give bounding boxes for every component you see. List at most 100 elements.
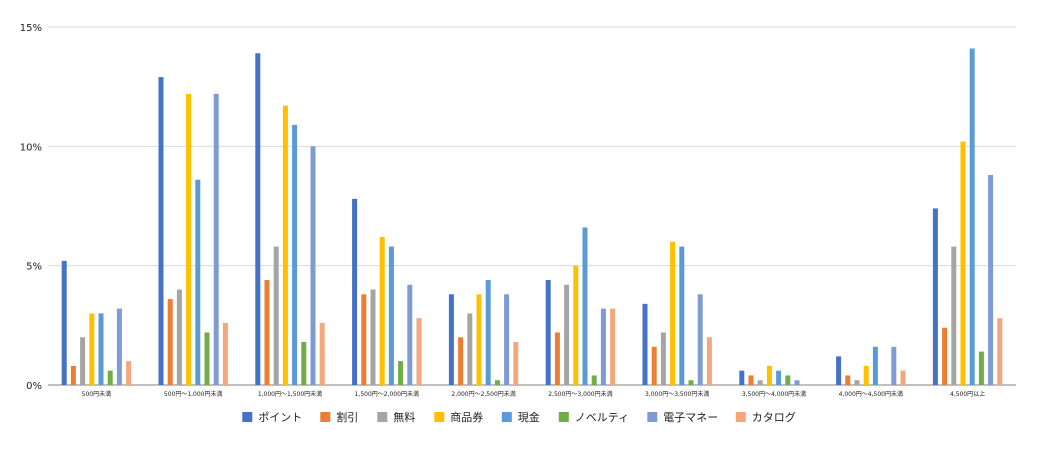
y-tick-label: 5%	[26, 262, 42, 273]
bar	[310, 146, 316, 385]
bar	[951, 246, 957, 385]
x-tick-label: 3,000円～3,500円未満	[645, 390, 709, 398]
legend-swatch	[377, 412, 388, 422]
bar	[794, 380, 800, 385]
bar	[900, 370, 906, 385]
x-tick-label: 1,500円～2,000円未満	[355, 390, 419, 398]
bar	[863, 365, 869, 385]
bar	[398, 361, 404, 385]
bar	[126, 361, 132, 385]
bar	[388, 246, 394, 385]
bar	[679, 246, 685, 385]
bar	[836, 356, 842, 385]
bar	[476, 294, 482, 385]
bar	[785, 375, 791, 385]
bar	[670, 241, 676, 385]
bar	[978, 351, 984, 385]
bar	[854, 380, 860, 385]
bar	[748, 375, 754, 385]
bar	[997, 318, 1003, 385]
legend-swatch	[558, 412, 569, 422]
bar	[416, 318, 422, 385]
bar	[545, 279, 551, 385]
bar	[116, 308, 122, 385]
bar	[186, 93, 192, 385]
x-tick-label: 4,500円以上	[950, 390, 985, 398]
bar	[80, 337, 86, 385]
bar	[361, 294, 367, 385]
legend-label: ノベルティ	[575, 411, 629, 424]
bar	[697, 294, 703, 385]
x-tick-label: 500円～1,000円未満	[164, 390, 223, 398]
bar	[766, 365, 772, 385]
x-tick-label: 2,000円～2,500円未満	[451, 390, 515, 398]
x-tick-label: 1,000円～1,500円未満	[258, 390, 322, 398]
bar	[610, 308, 616, 385]
legend-label: 現金	[518, 410, 540, 424]
bar	[582, 227, 588, 385]
bar	[660, 332, 666, 385]
bar	[960, 141, 966, 385]
bar	[688, 380, 694, 385]
bar	[969, 48, 975, 385]
bar	[513, 342, 519, 385]
bar	[89, 313, 95, 385]
bar	[204, 332, 210, 385]
bar	[891, 346, 897, 385]
bar	[222, 322, 228, 385]
bar	[98, 313, 104, 385]
bar	[467, 313, 473, 385]
y-tick-label: 15%	[20, 23, 42, 34]
bar	[213, 93, 219, 385]
bar	[379, 237, 385, 385]
legend-label: 電子マネー	[663, 411, 718, 424]
bar	[458, 337, 464, 385]
bar	[264, 279, 270, 385]
bar	[504, 294, 510, 385]
bar	[872, 346, 878, 385]
bar	[158, 77, 164, 386]
legend-label: カタログ	[752, 410, 796, 424]
bar	[273, 246, 279, 385]
bar	[292, 124, 298, 385]
bar	[564, 284, 570, 385]
bar	[319, 322, 325, 385]
legend-swatch	[434, 412, 445, 422]
bar	[706, 337, 712, 385]
legend-swatch	[242, 412, 253, 422]
bar	[70, 365, 76, 385]
bar	[600, 308, 606, 385]
bar	[932, 208, 938, 385]
bar	[255, 53, 261, 385]
legend-swatch	[501, 412, 512, 422]
bar	[176, 289, 182, 385]
legend-label: 割引	[336, 410, 358, 424]
bar	[448, 294, 454, 385]
bar	[494, 380, 500, 385]
bar	[61, 260, 67, 385]
legend-label: ポイント	[258, 411, 302, 424]
bar	[554, 332, 560, 385]
y-tick-label: 10%	[20, 142, 42, 153]
bar	[301, 342, 307, 385]
bar	[739, 370, 745, 385]
bar	[352, 198, 358, 385]
x-tick-label: 500円未満	[82, 390, 111, 398]
bar	[651, 346, 657, 385]
bar	[370, 289, 376, 385]
bar	[167, 299, 173, 385]
bar	[757, 380, 763, 385]
bar	[573, 265, 579, 385]
legend-swatch	[320, 412, 331, 422]
legend-swatch	[735, 412, 746, 422]
bar	[107, 370, 113, 385]
bar	[591, 375, 597, 385]
bar	[845, 375, 851, 385]
legend-label: 無料	[393, 410, 415, 424]
bar	[407, 284, 413, 385]
bar	[988, 174, 994, 385]
bar	[282, 105, 288, 385]
x-tick-label: 4,000円～4,500円未満	[839, 390, 903, 398]
